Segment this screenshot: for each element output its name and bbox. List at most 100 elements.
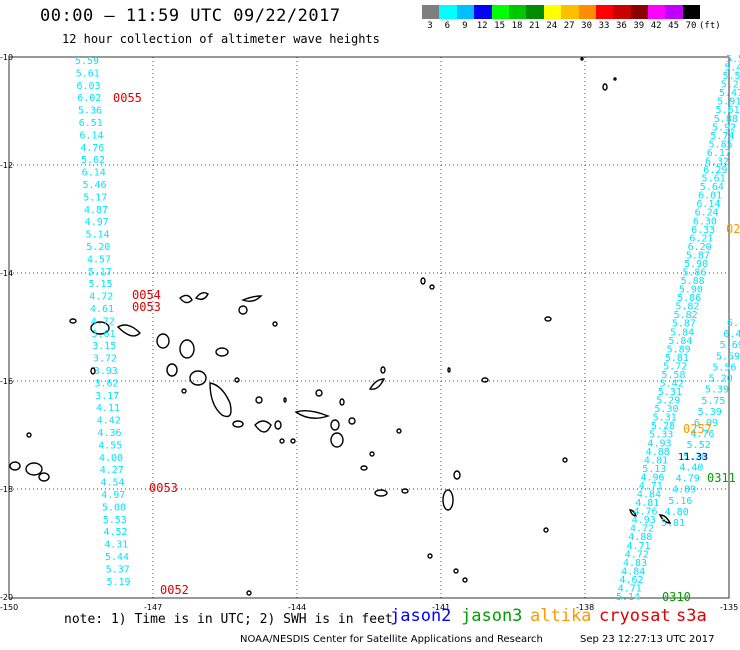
scale-label: 39	[633, 21, 645, 31]
grid-lines	[9, 57, 729, 598]
scale-swatch	[474, 5, 492, 19]
latitude-label: -16	[0, 377, 13, 386]
track-far-right-values: 6.46.45.695.595.565.205.395.755.396.094.…	[661, 318, 740, 529]
satellite-legend-altika: altika	[530, 606, 592, 626]
wave-height-value: 5.20	[709, 374, 733, 385]
wave-height-value: 5.14	[86, 230, 110, 241]
wave-height-value: 4.71	[639, 481, 663, 492]
wave-height-value: 5.52	[723, 71, 740, 82]
latitude-labels: -10 -12 -14 -16 -18 -20	[0, 53, 13, 602]
longitude-label: -150	[0, 603, 18, 612]
wave-height-value: 5.47	[724, 63, 740, 74]
scale-label: 21	[528, 21, 540, 31]
wave-height-value: 4.36	[98, 428, 122, 439]
wave-height-value: 6.09	[694, 418, 718, 429]
scale-label: 45	[668, 21, 680, 31]
scale-swatch	[578, 5, 596, 19]
wave-height-value: 4.76	[80, 143, 104, 154]
wave-height-value: 4.81	[644, 455, 668, 466]
scale-swatch	[648, 5, 666, 19]
wave-height-value: 5.91	[717, 97, 740, 108]
wave-height-value: 3.61	[92, 329, 116, 340]
wave-height-value: 5.86	[677, 293, 701, 304]
wave-height-value: 3.62	[95, 378, 119, 389]
wave-height-value: 5.61	[702, 174, 726, 185]
wave-height-value: 6.51	[79, 118, 103, 129]
wave-height-value: 4.62	[619, 575, 643, 586]
wave-height-value: 6.24	[695, 208, 719, 219]
wave-height-value: 5.53	[103, 515, 127, 526]
wave-height-value: 4.97	[85, 217, 109, 228]
wave-height-value: 5.88	[714, 114, 738, 125]
wave-height-value: 5.75	[701, 396, 725, 407]
wave-height-value: 5.72	[663, 361, 687, 372]
jason3-time-0310: 0310	[662, 590, 691, 604]
wave-height-value: 5.85	[709, 139, 733, 150]
scale-swatch	[682, 5, 701, 19]
wave-height-value: 6.14	[80, 130, 104, 141]
wave-height-value: 5.16	[668, 496, 692, 507]
wave-height-value: 5.39	[698, 407, 722, 418]
scale-swatch	[630, 5, 649, 19]
scale-swatch	[439, 5, 457, 19]
wave-height-value: 6.21	[689, 233, 713, 244]
scale-label: 12	[476, 21, 488, 31]
wave-height-value: 4.84	[637, 490, 661, 501]
wave-height-value: 3.17	[95, 391, 119, 402]
wave-height-value: 4.42	[97, 416, 121, 427]
satellite-legend-s3a: s3a	[676, 606, 707, 626]
wave-height-value: 4.81	[635, 498, 659, 509]
jason3-time-0311: 0311	[707, 471, 736, 485]
longitude-labels: -150 -147 -144 -141 -138 -135	[0, 603, 738, 612]
wave-height-value: 5.92	[712, 122, 736, 133]
wave-height-value: 4.83	[623, 558, 647, 569]
wave-height-value: 6.14	[696, 199, 720, 210]
wave-height-value: 5.13	[642, 464, 666, 475]
scale-label: 33	[598, 21, 610, 31]
wave-height-value: 4.52	[104, 527, 128, 538]
longitude-label: -147	[144, 603, 162, 612]
wave-height-value: 5.42	[660, 379, 684, 390]
wave-height-value: 5.33	[649, 430, 673, 441]
longitude-label: -141	[432, 603, 450, 612]
scale-label: 36	[615, 21, 627, 31]
track-left-values: 5.595.616.036.025.366.516.144.765.626.14…	[75, 56, 131, 588]
scale-label: 3	[427, 21, 433, 31]
wave-height-value: 5.84	[670, 327, 694, 338]
wave-height-value: 4.61	[90, 304, 114, 315]
scale-label: 18	[511, 21, 523, 31]
wave-height-value: 4.76	[690, 429, 714, 440]
color-scale	[422, 5, 701, 19]
wave-height-value: 5.15	[89, 279, 113, 290]
scale-label: 27	[563, 21, 575, 31]
wave-height-value: 5.81	[665, 353, 689, 364]
scale-label: 15	[494, 21, 506, 31]
wave-height-value: 5.82	[674, 310, 698, 321]
wave-height-value: 6.03	[77, 81, 101, 92]
wave-height-value: 5.52	[687, 440, 711, 451]
wave-height-value: 5.31	[658, 387, 682, 398]
cryosat-time-0053a: 0053	[132, 300, 161, 314]
scale-label: 6	[444, 21, 451, 31]
wave-height-value: 4.88	[646, 447, 670, 458]
wave-height-value: 5.87	[672, 319, 696, 330]
wave-height-value: 5.84	[668, 336, 692, 347]
wave-height-value: 5.47	[719, 88, 740, 99]
wave-height-value: 4.79	[676, 474, 700, 485]
cryosat-time-0054: 0054	[132, 288, 161, 302]
wave-height-value: 5.46	[83, 180, 107, 191]
scale-swatch	[543, 5, 562, 19]
altika-time-02: 02	[726, 222, 740, 236]
map-frame	[8, 56, 730, 599]
wave-height-value: 5.17	[83, 192, 107, 203]
wave-height-value: 4.27	[100, 465, 124, 476]
wave-height-value: 6.4	[723, 329, 740, 340]
wave-height-value: 5.23	[721, 80, 740, 91]
wave-height-value: 4.76	[633, 507, 657, 518]
wave-height-value: 5.56	[726, 54, 740, 65]
wave-height-value: 5.20	[683, 451, 707, 462]
wave-height-value: 4.71	[618, 583, 642, 594]
wave-height-value: 4.72	[630, 524, 654, 535]
wave-height-value: 5.74	[710, 131, 734, 142]
wave-height-value: 5.64	[700, 182, 724, 193]
